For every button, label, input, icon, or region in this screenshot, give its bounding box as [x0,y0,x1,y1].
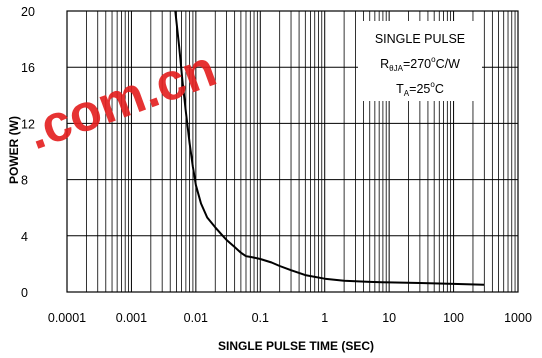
annotation-line-1: SINGLE PULSE [375,32,465,46]
annotation-line-3-sup: o [430,80,435,89]
annotation-line-3-value: =25 [409,82,430,96]
x-tick-label: 0.0001 [48,311,86,325]
annotation-line-2-sup: o [431,55,436,64]
annotation-line-2-symbol: R [380,57,389,71]
y-tick-label: 8 [21,174,28,188]
annotation-line-2: RθJA=270oC/W [380,55,460,73]
plot-frame [66,10,519,293]
x-tick-label: 0.1 [252,311,269,325]
x-tick-label: 0.001 [116,311,147,325]
annotation-line-2-unit: C/W [436,57,461,71]
annotation-line-3: TA=25oC [396,80,444,98]
annotation-line-2-value: =270 [403,57,431,71]
x-axis-title: SINGLE PULSE TIME (SEC) [218,339,374,353]
grid-layer [66,10,519,293]
y-axis-title: POWER (W) [7,116,21,184]
annotation-line-3-unit: C [435,82,444,96]
series-layer [174,10,485,286]
annotation-background [358,21,482,101]
power-curve [174,10,485,286]
x-tick-label: 10 [382,311,396,325]
y-tick-label: 12 [21,117,35,131]
y-tick-label: 4 [21,230,28,244]
x-tick-label: 0.01 [184,311,208,325]
y-tick-label: 16 [21,61,35,75]
annotation-line-3-sub: A [404,89,410,98]
y-tick-label: 20 [21,5,35,19]
axis-layer [66,10,519,293]
tick-label-layer: 0.0001 0.001 0.01 0.1 1 10 100 1000 0 4 8 12 16 20 [21,5,532,325]
annotation-box: SINGLE PULSE RθJA=270oC/W TA=25oC [358,21,482,101]
x-tick-label: 100 [443,311,464,325]
annotation-line-3-symbol: T [396,82,404,96]
x-tick-label: 1000 [504,311,532,325]
x-tick-label: 1 [321,311,328,325]
y-tick-label: 0 [21,286,28,300]
annotation-line-2-sub: θJA [389,64,403,73]
